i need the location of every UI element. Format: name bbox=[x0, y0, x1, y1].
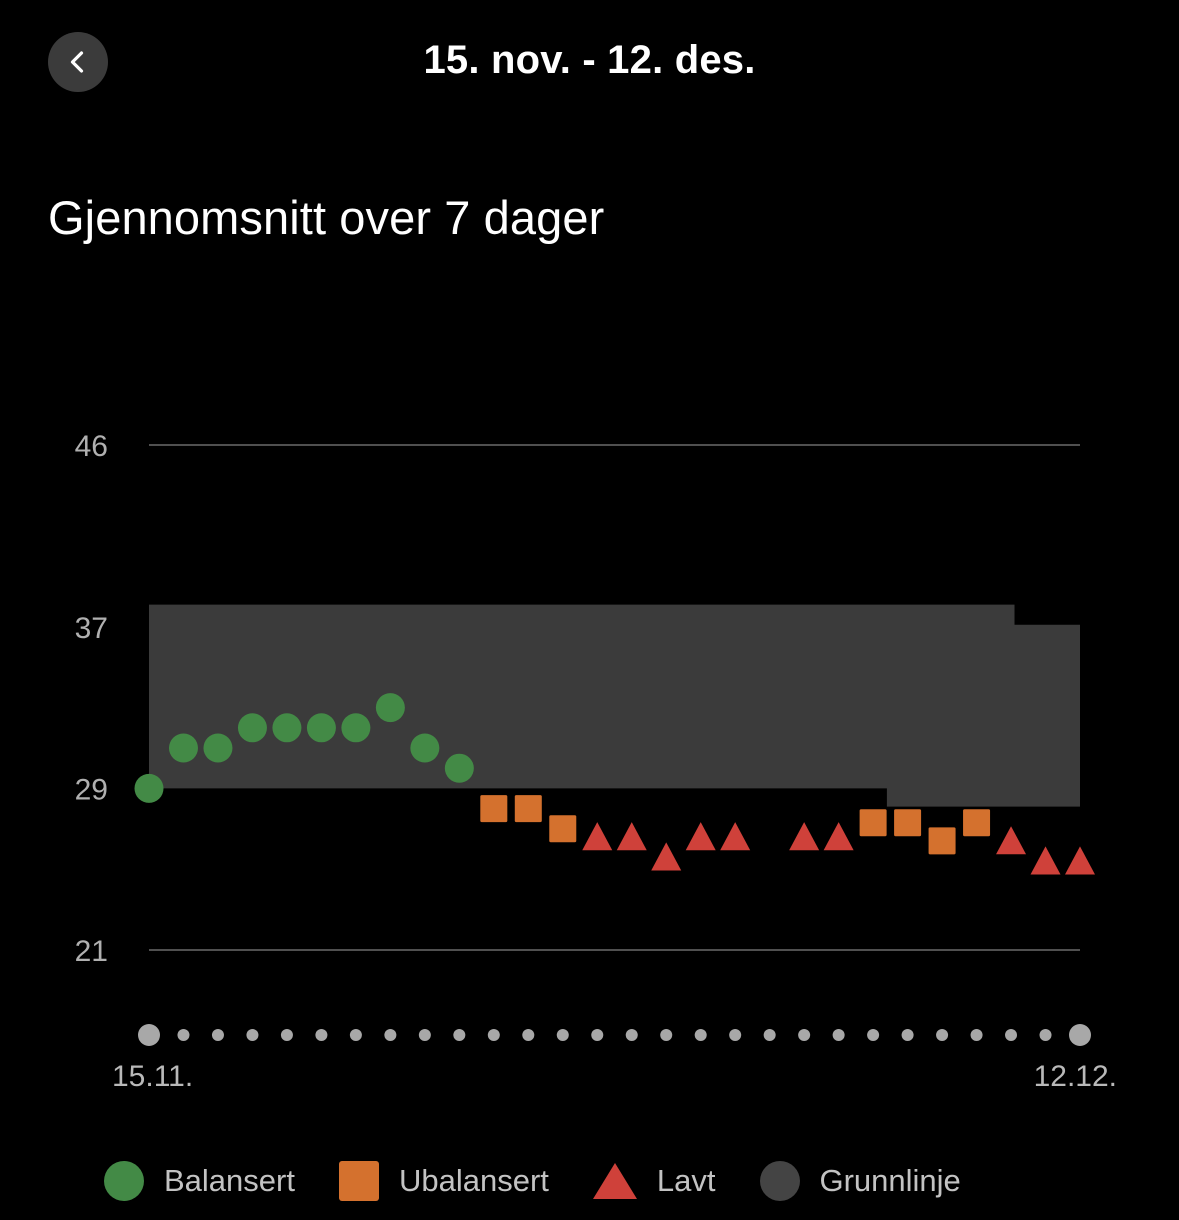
data-point-ubalansert bbox=[928, 827, 956, 855]
data-point-lavt bbox=[996, 826, 1027, 855]
data-point-lavt bbox=[651, 842, 682, 871]
data-point-lavt bbox=[1030, 846, 1061, 875]
data-point-balansert bbox=[341, 713, 371, 743]
baseline-band-shape bbox=[149, 604, 1080, 807]
legend-label: Grunnlinje bbox=[819, 1163, 961, 1198]
x-axis-day-dot[interactable] bbox=[970, 1029, 983, 1041]
x-axis-day-dot[interactable] bbox=[1039, 1029, 1052, 1041]
x-axis-day-dot[interactable] bbox=[660, 1029, 673, 1041]
x-axis-day-dot[interactable] bbox=[211, 1029, 224, 1041]
data-point-balansert bbox=[134, 773, 164, 803]
x-axis-day-dot[interactable] bbox=[177, 1029, 190, 1041]
x-axis-day-dot[interactable] bbox=[591, 1029, 604, 1041]
data-point-lavt bbox=[789, 822, 820, 851]
x-axis-day-dot[interactable] bbox=[556, 1029, 569, 1041]
x-axis-day-dot[interactable] bbox=[418, 1029, 431, 1041]
y-tick-21: 21 bbox=[75, 935, 108, 968]
data-point-lavt bbox=[1065, 846, 1095, 875]
x-axis-endpoint-dot[interactable] bbox=[138, 1024, 160, 1046]
red-triangle-icon bbox=[592, 1163, 637, 1199]
baseline-band bbox=[149, 604, 1080, 807]
legend-label: Balansert bbox=[164, 1163, 295, 1198]
x-axis-day-dot[interactable] bbox=[832, 1029, 845, 1041]
x-axis-day-dot[interactable] bbox=[625, 1029, 638, 1041]
chevron-left-icon bbox=[65, 49, 91, 75]
x-axis-start-label: 15.11. bbox=[112, 1060, 193, 1093]
y-tick-37: 37 bbox=[75, 612, 108, 645]
orange-square-icon bbox=[338, 1161, 379, 1201]
x-axis-day-dot[interactable] bbox=[384, 1029, 397, 1041]
data-point-ubalansert bbox=[963, 809, 991, 837]
data-point-ubalansert bbox=[859, 809, 887, 837]
data-point-ubalansert bbox=[514, 795, 542, 823]
data-point-ubalansert bbox=[894, 809, 922, 837]
data-point-balansert bbox=[168, 733, 198, 763]
legend-item-balansert: Balansert bbox=[104, 1161, 295, 1201]
data-point-ubalansert bbox=[480, 795, 508, 823]
x-axis-day-dot[interactable] bbox=[763, 1029, 776, 1041]
back-button[interactable] bbox=[48, 32, 108, 92]
chart-gridlines bbox=[149, 444, 1080, 951]
gray-circle-icon bbox=[759, 1161, 800, 1201]
x-axis-day-dot[interactable] bbox=[694, 1029, 707, 1041]
data-point-lavt bbox=[616, 822, 647, 851]
x-axis-day-dot[interactable] bbox=[729, 1029, 742, 1041]
data-point-balansert bbox=[375, 693, 405, 723]
x-axis-day-dot[interactable] bbox=[1005, 1029, 1018, 1041]
x-axis-day-dot[interactable] bbox=[901, 1029, 914, 1041]
x-axis-endpoint-dot[interactable] bbox=[1069, 1024, 1091, 1046]
data-point-balansert bbox=[444, 753, 474, 783]
x-axis-day-dot[interactable] bbox=[349, 1029, 362, 1041]
x-axis-day-dot[interactable] bbox=[280, 1029, 293, 1041]
page-title: Gjennomsnitt over 7 dager bbox=[48, 191, 605, 244]
data-point-balansert bbox=[237, 713, 267, 743]
legend-label: Lavt bbox=[656, 1163, 716, 1198]
data-point-balansert bbox=[410, 733, 440, 763]
data-point-lavt bbox=[685, 822, 716, 851]
legend-label: Ubalansert bbox=[398, 1163, 549, 1198]
x-axis-day-dot[interactable] bbox=[315, 1029, 328, 1041]
y-tick-29: 29 bbox=[75, 773, 108, 806]
data-point-balansert bbox=[306, 713, 336, 743]
chart-legend: Balansert Ubalansert Lavt Grunnlinje bbox=[0, 1148, 1179, 1214]
data-point-lavt bbox=[720, 822, 751, 851]
data-point-balansert bbox=[203, 733, 233, 763]
legend-item-ubalansert: Ubalansert bbox=[338, 1161, 549, 1201]
x-axis-day-dot[interactable] bbox=[522, 1029, 535, 1041]
x-axis-day-dot[interactable] bbox=[798, 1029, 811, 1041]
y-axis-labels: 46 37 29 21 bbox=[75, 430, 108, 968]
data-point-lavt bbox=[823, 822, 854, 851]
x-axis-day-dot[interactable] bbox=[936, 1029, 949, 1041]
x-axis-end-label: 12.12. bbox=[1034, 1060, 1117, 1093]
legend-item-lavt: Lavt bbox=[592, 1163, 716, 1199]
app-header: 15. nov. - 12. des. bbox=[0, 0, 1179, 125]
chart-markers bbox=[134, 693, 1095, 875]
x-axis-day-dot[interactable] bbox=[453, 1029, 466, 1041]
x-axis-day-dot[interactable] bbox=[867, 1029, 880, 1041]
x-axis-day-rail bbox=[138, 1024, 1091, 1046]
green-circle-icon bbox=[104, 1161, 144, 1201]
data-point-lavt bbox=[582, 822, 613, 851]
legend-item-grunnlinje: Grunnlinje bbox=[759, 1161, 961, 1201]
x-axis-day-dot[interactable] bbox=[246, 1029, 259, 1041]
x-axis-day-dot[interactable] bbox=[487, 1029, 500, 1041]
y-tick-46: 46 bbox=[75, 430, 108, 463]
data-point-balansert bbox=[272, 713, 302, 743]
data-point-ubalansert bbox=[549, 815, 577, 843]
header-date-range-title: 15. nov. - 12. des. bbox=[423, 38, 756, 82]
